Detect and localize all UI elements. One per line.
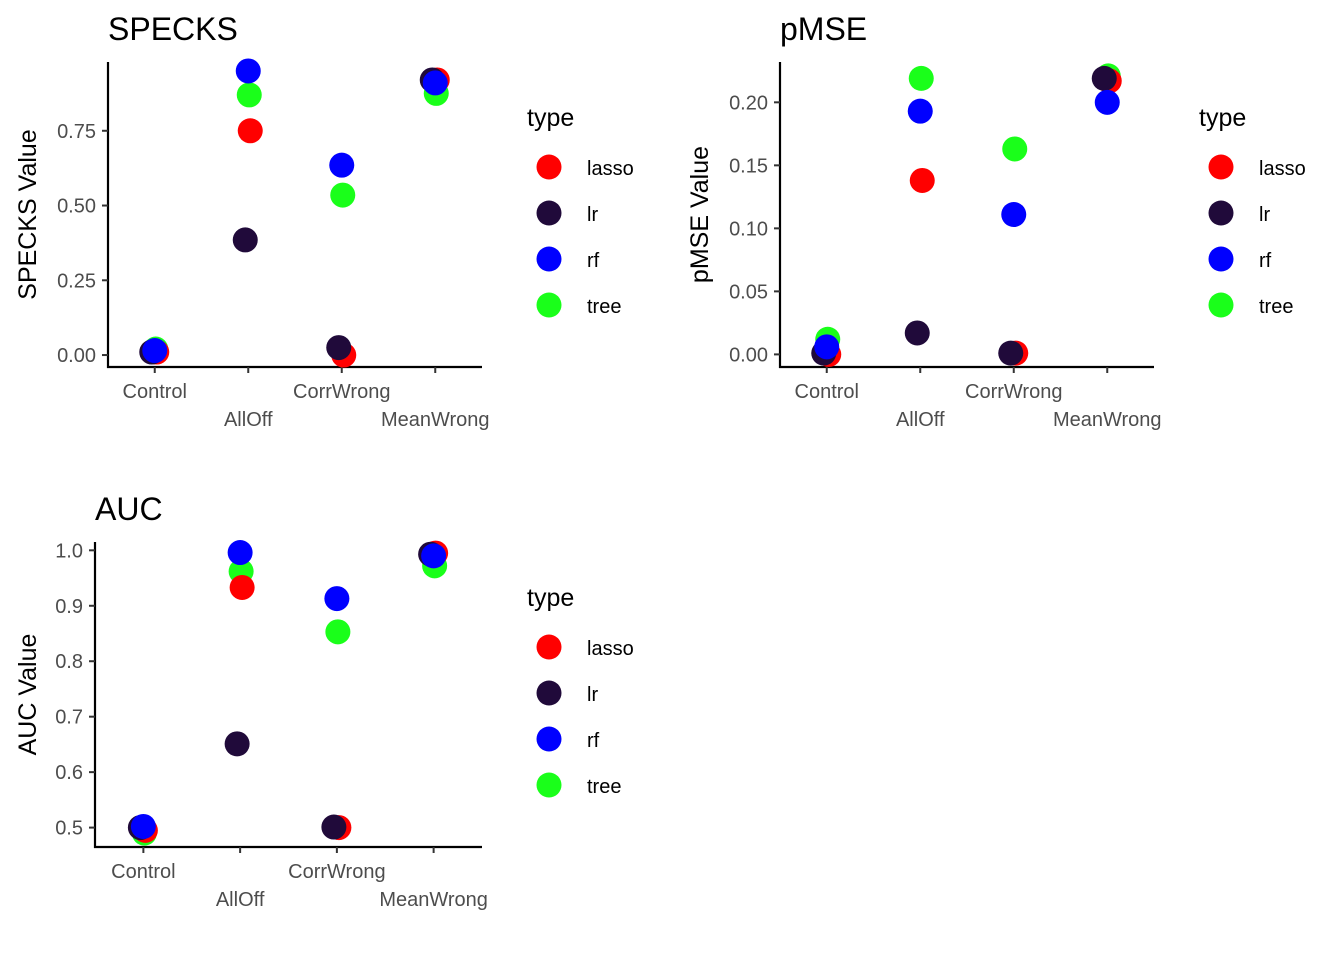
x-tick-label: AllOff (224, 409, 273, 431)
data-point-tree-alloff (908, 65, 934, 91)
data-point-rf-corrwrong (324, 586, 350, 612)
y-tick-label: 0.00 (57, 345, 96, 367)
panel-pmse: pMSE pMSE Value 0.00 0.05 0.10 0.15 0.20 Contro… (686, 11, 1306, 431)
legend-key-rf (536, 246, 562, 272)
x-tick-label: MeanWrong (381, 409, 490, 431)
data-point-lr-meanwrong (1091, 65, 1117, 91)
y-tick-label: 1.0 (55, 540, 83, 562)
panel-auc: AUC AUC Value 0.5 0.6 0.7 0.8 0.9 1.0 Control All… (14, 491, 634, 911)
legend-key-rf (1208, 246, 1234, 272)
y-tick-label: 0.10 (729, 218, 768, 240)
data-point-rf-corrwrong (329, 152, 355, 178)
legend: type lasso lr rf tree (527, 584, 634, 798)
legend-label-tree: tree (587, 296, 621, 318)
data-point-lr-alloff (232, 227, 258, 253)
y-axis-label: AUC Value (14, 634, 42, 756)
legend-title: type (527, 104, 574, 132)
y-tick-label: 0.75 (57, 121, 96, 143)
x-tick-label: MeanWrong (379, 889, 488, 911)
legend-label-lasso: lasso (587, 158, 634, 180)
y-axis-label: SPECKS Value (14, 129, 42, 299)
x-tick-label: AllOff (896, 409, 945, 431)
x-tick-label: CorrWrong (965, 381, 1062, 403)
legend-key-lr (536, 680, 562, 706)
legend-label-lr: lr (1259, 204, 1270, 226)
legend-key-rf (536, 726, 562, 752)
chart-title: AUC (95, 491, 163, 527)
panel-specks: SPECKS SPECKS Value 0.00 0.25 0.50 0.75 Contro… (14, 11, 634, 431)
legend-key-lasso (536, 154, 562, 180)
legend-label-lasso: lasso (587, 638, 634, 660)
data-point-lasso-alloff (237, 118, 263, 144)
legend-label-rf: rf (587, 730, 600, 752)
legend: type lasso lr rf tree (527, 104, 634, 318)
data-point-rf-alloff (235, 58, 261, 84)
data-point-rf-alloff (227, 540, 253, 566)
data-point-rf-meanwrong (421, 543, 447, 569)
y-tick-label: 0.7 (55, 707, 83, 729)
data-point-lasso-alloff (909, 167, 935, 193)
legend-label-lr: lr (587, 204, 598, 226)
legend-label-tree: tree (587, 776, 621, 798)
y-tick-label: 0.25 (57, 270, 96, 292)
y-tick-label: 0.15 (729, 155, 768, 177)
y-tick-label: 0.6 (55, 762, 83, 784)
legend-label-rf: rf (1259, 250, 1272, 272)
legend-label-lasso: lasso (1259, 158, 1306, 180)
data-point-rf-control (130, 813, 156, 839)
x-tick-label: Control (795, 381, 859, 403)
x-tick-label: CorrWrong (293, 381, 390, 403)
legend: type lasso lr rf tree (1199, 104, 1306, 318)
legend-title: type (1199, 104, 1246, 132)
chart-title: pMSE (780, 11, 867, 47)
data-point-rf-meanwrong (422, 70, 448, 96)
legend-label-lr: lr (587, 684, 598, 706)
data-point-lr-corrwrong (321, 814, 347, 840)
y-tick-label: 0.5 (55, 818, 83, 840)
data-point-rf-control (142, 338, 168, 364)
y-tick-label: 0.8 (55, 651, 83, 673)
x-tick-label: Control (123, 381, 187, 403)
legend-key-tree (1208, 292, 1234, 318)
data-point-tree-alloff (236, 82, 262, 108)
legend-key-tree (536, 772, 562, 798)
data-point-tree-corrwrong (1002, 136, 1028, 162)
chart-title: SPECKS (108, 11, 238, 47)
legend-title: type (527, 584, 574, 612)
legend-label-rf: rf (587, 250, 600, 272)
y-tick-label: 0.20 (729, 92, 768, 114)
x-tick-label: CorrWrong (288, 861, 385, 883)
y-tick-label: 0.9 (55, 596, 83, 618)
data-point-lr-corrwrong (998, 340, 1024, 366)
x-tick-label: AllOff (216, 889, 265, 911)
legend-label-tree: tree (1259, 296, 1293, 318)
y-tick-label: 0.00 (729, 344, 768, 366)
data-point-lr-alloff (904, 320, 930, 346)
y-axis-label: pMSE Value (686, 146, 714, 283)
legend-key-lasso (536, 634, 562, 660)
legend-key-lr (536, 200, 562, 226)
data-point-rf-control (814, 334, 840, 360)
x-tick-label: Control (111, 861, 175, 883)
data-point-lr-corrwrong (326, 335, 352, 361)
data-point-rf-meanwrong (1094, 89, 1120, 115)
data-point-rf-alloff (907, 98, 933, 124)
legend-key-lasso (1208, 154, 1234, 180)
data-point-rf-corrwrong (1001, 202, 1027, 227)
y-tick-label: 0.50 (57, 196, 96, 218)
data-point-tree-corrwrong (325, 619, 351, 645)
x-tick-label: MeanWrong (1053, 409, 1162, 431)
data-point-lasso-alloff (229, 574, 255, 600)
legend-key-lr (1208, 200, 1234, 226)
y-tick-label: 0.05 (729, 281, 768, 303)
data-point-tree-corrwrong (330, 182, 356, 208)
legend-key-tree (536, 292, 562, 318)
data-point-lr-alloff (224, 731, 250, 757)
